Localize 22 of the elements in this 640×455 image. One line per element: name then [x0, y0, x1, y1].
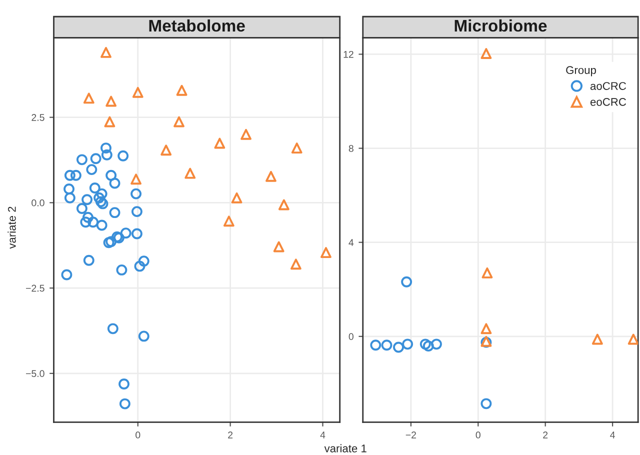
x-tick-label: 0 — [136, 432, 140, 438]
legend-label: eoCRC — [590, 98, 626, 106]
chart-title: Microbiome — [454, 19, 547, 32]
chart-title: Metabolome — [149, 19, 245, 32]
legend-label: aoCRC — [590, 82, 626, 90]
y-tick-label: −5.0 — [26, 370, 44, 378]
x-tick-label: 4 — [320, 432, 326, 438]
y-tick-label: −2.5 — [26, 284, 44, 292]
x-tick-label: 0 — [476, 432, 480, 438]
x-tick-label: −2 — [406, 432, 416, 438]
x-tick-label: 2 — [543, 432, 548, 438]
y-tick-label: 2.5 — [32, 114, 44, 121]
y-tick-label: 0.0 — [32, 199, 44, 206]
x-axis-title: variate 1 — [324, 444, 366, 452]
y-tick-label: 12 — [344, 50, 354, 58]
y-tick-label: 0 — [348, 333, 354, 340]
x-tick-label: 2 — [228, 432, 233, 438]
y-tick-label: 4 — [348, 239, 354, 246]
y-axis-title: variate 2 — [8, 206, 16, 249]
x-tick-label: 4 — [610, 432, 615, 438]
legend-title: Group — [566, 66, 596, 76]
y-tick-label: 8 — [348, 145, 354, 152]
